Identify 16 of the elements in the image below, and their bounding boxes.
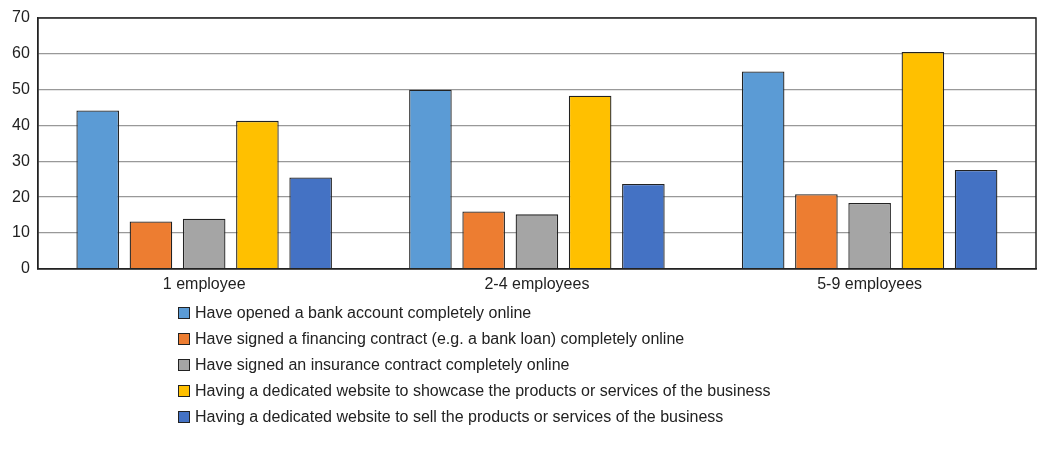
legend-label: Have signed an insurance contract completely online — [195, 355, 570, 375]
legend-label: Having a dedicated website to showcase the products or services of the business — [195, 381, 771, 401]
y-tick-label: 70 — [12, 8, 30, 26]
y-tick-label: 20 — [12, 187, 30, 205]
legend-label: Having a dedicated website to sell the products or services of the business — [195, 407, 724, 427]
y-tick-label: 0 — [20, 259, 30, 277]
y-tick-label: 30 — [12, 151, 30, 169]
y-tick-label: 60 — [12, 44, 30, 62]
legend-label: Have opened a bank account completely online — [195, 303, 532, 323]
y-tick-label: 50 — [12, 80, 30, 98]
legend-label: Have signed a financing contract (e.g. a bank loan) completely online — [195, 329, 685, 349]
x-tick-label: 2-4 employees — [484, 274, 590, 292]
x-tick-label: 5-9 employees — [817, 274, 923, 292]
x-tick-label: 1 employee — [162, 274, 246, 292]
y-tick-label: 10 — [12, 223, 30, 241]
y-tick-label: 40 — [12, 115, 30, 133]
